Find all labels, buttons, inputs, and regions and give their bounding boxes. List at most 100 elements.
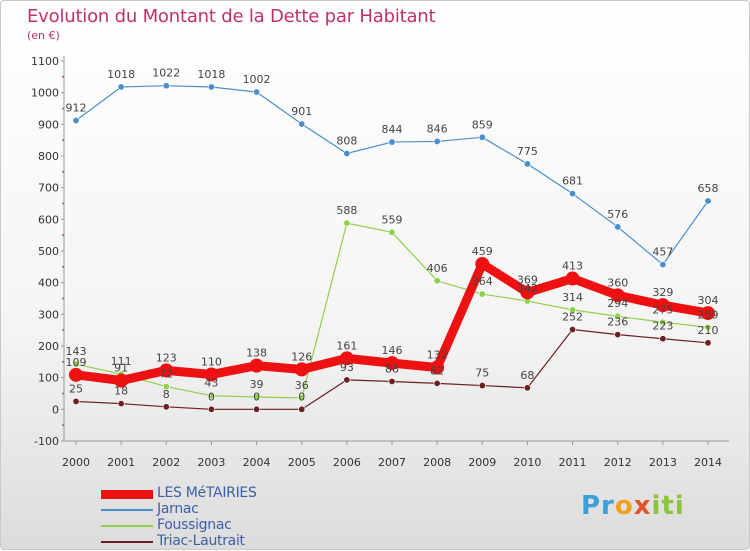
data-point [478,133,486,141]
chart-unit: (en €) [27,29,60,42]
data-label: 1018 [197,68,225,81]
data-point [253,393,261,401]
data-point [207,83,215,91]
legend-swatch [101,509,153,511]
legend-label: LES MéTAIRIES [157,485,257,501]
data-point [655,298,670,313]
data-label: 8 [163,388,170,401]
legend-swatch [101,541,153,543]
data-label: 111 [111,355,132,368]
data-label: 82 [430,364,444,377]
chart-title: Evolution du Montant de la Dette par Hab… [27,6,436,27]
data-point [478,382,486,390]
data-label: 25 [69,382,83,395]
y-tick-label: 500 [38,245,59,258]
data-label: 559 [382,213,403,226]
data-label: 314 [562,291,583,304]
data-label: 275 [652,303,673,316]
data-label: 39 [250,378,264,391]
y-minor-tick [62,424,64,427]
data-label: 72 [159,368,173,381]
data-label: 775 [517,145,538,158]
data-point [433,379,441,387]
data-label: 68 [520,369,534,382]
y-minor-tick [62,234,64,237]
x-tick-label: 2009 [468,456,496,469]
data-label: 0 [298,390,305,403]
data-point [72,397,80,405]
y-tick-label: 600 [38,213,59,226]
data-point [565,271,580,286]
data-point [433,277,441,285]
data-label: 1002 [243,73,271,86]
y-tick-label: 400 [38,277,59,290]
data-label: 236 [607,316,628,329]
x-tick-label: 2005 [288,456,316,469]
y-tick-label: -100 [34,435,59,448]
x-tick-label: 2013 [649,456,677,469]
data-point [162,403,170,411]
data-label: 143 [66,345,87,358]
legend-label: Triac-Lautrait [157,533,245,549]
data-point [520,285,535,300]
data-point [69,367,83,382]
y-minor-tick [62,202,64,205]
chart-series [69,82,715,413]
x-tick-label: 2007 [378,456,406,469]
data-point [704,323,712,331]
data-point [659,318,667,326]
x-tick-label: 2000 [62,456,90,469]
data-point [569,306,577,314]
y-minor-tick [62,360,64,363]
x-tick-label: 2008 [423,456,451,469]
data-label: 252 [562,311,583,324]
x-tick-label: 2003 [197,456,225,469]
data-label: 18 [114,385,128,398]
data-point [204,367,219,382]
data-label: 912 [66,102,87,115]
x-tick-label: 2012 [604,456,632,469]
data-point [117,83,125,91]
data-label: 406 [427,262,448,275]
data-point [159,363,174,378]
data-point [430,360,445,375]
y-tick-label: 1000 [31,87,59,100]
legend-swatch [101,525,153,527]
data-point [253,88,261,96]
data-label: 126 [291,350,312,363]
data-label: 459 [472,245,493,258]
data-point [701,306,715,321]
x-tick-label: 2001 [107,456,135,469]
x-tick-label: 2002 [152,456,180,469]
data-label: 75 [475,367,489,380]
data-label: 844 [382,123,403,136]
data-point [659,261,667,269]
y-tick-label: 0 [52,403,59,416]
y-minor-tick [62,75,64,78]
data-label: 0 [253,390,260,403]
data-point [388,377,396,385]
data-label: 88 [385,362,399,375]
data-label: 0 [208,390,215,403]
data-point [614,331,622,339]
data-label: 329 [652,286,673,299]
x-tick-label: 2006 [333,456,361,469]
legend-label: Foussignac [157,517,232,533]
data-point [249,358,264,373]
data-label: 43 [204,377,218,390]
data-point [298,120,306,128]
data-point [388,138,396,146]
data-label: 369 [517,273,538,286]
data-point [207,392,215,400]
data-point [614,223,622,231]
data-point [162,383,170,391]
y-tick-label: 900 [38,118,59,131]
series-line-1 [75,85,709,266]
data-point [569,326,577,334]
y-minor-tick [62,139,64,142]
data-label: 576 [607,208,628,221]
y-tick-label: 800 [38,150,59,163]
y-minor-tick [62,297,64,300]
